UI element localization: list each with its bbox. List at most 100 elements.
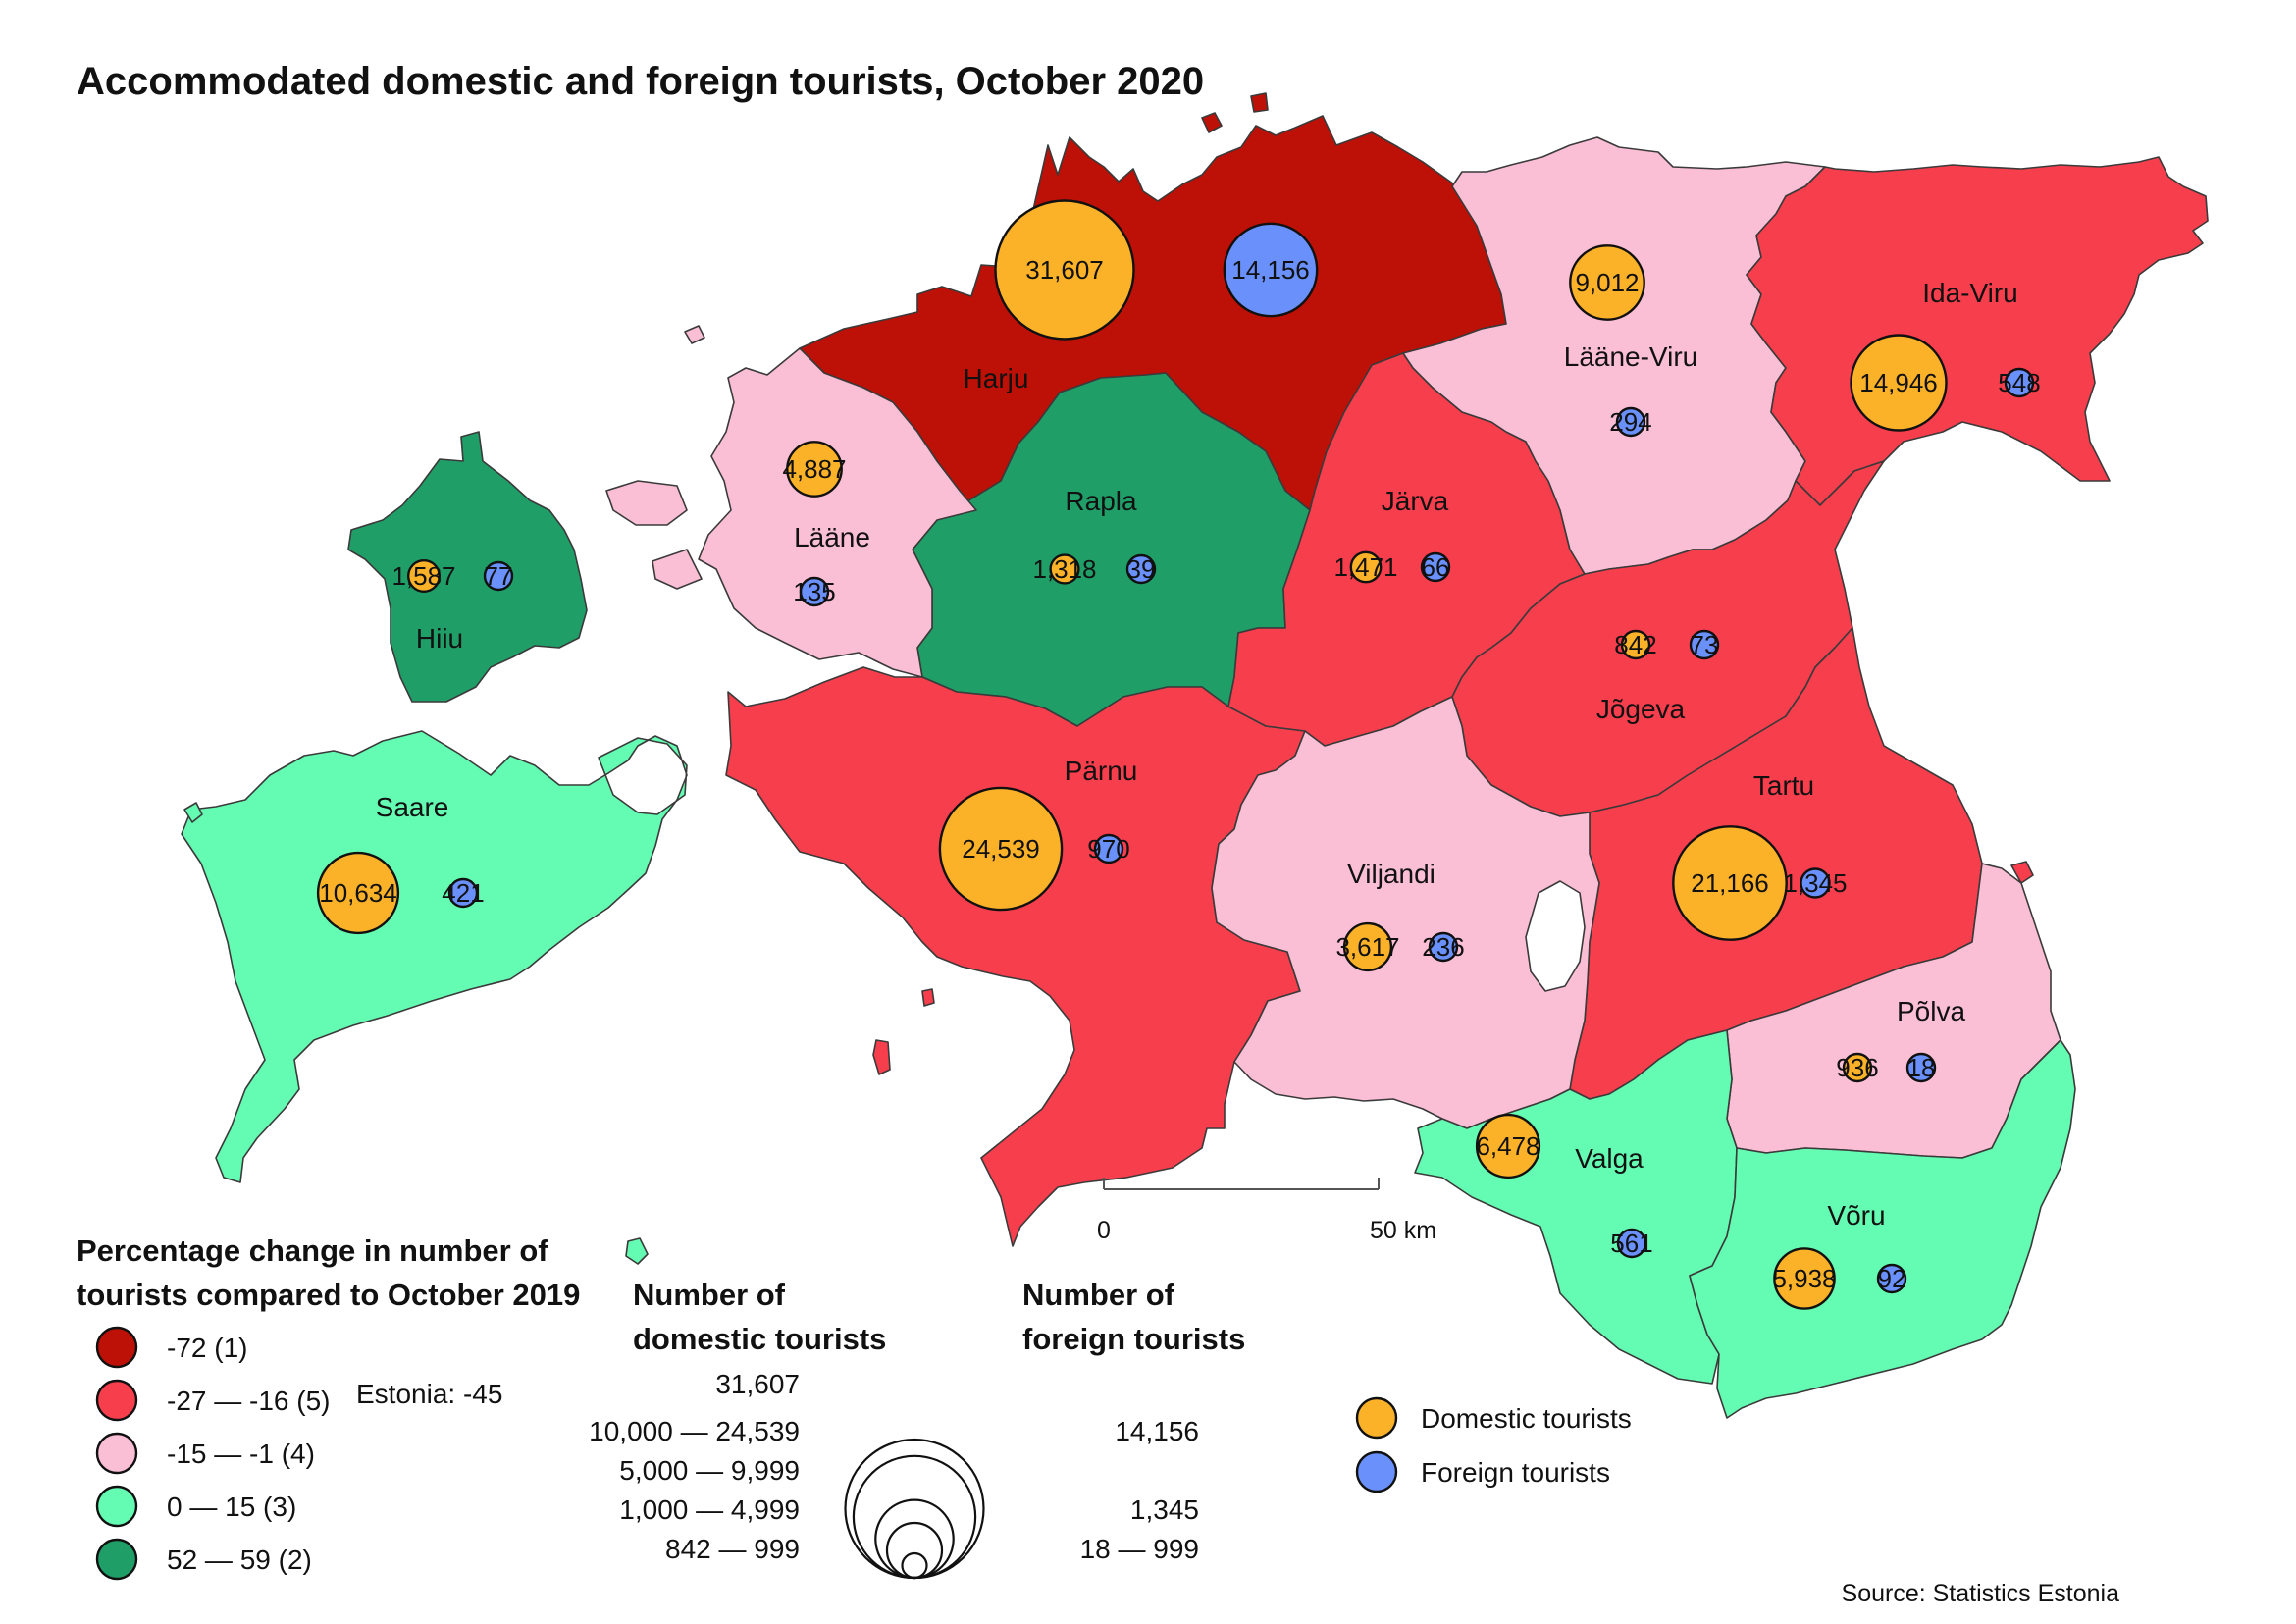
change-legend-title-2: tourists compared to October 2019 [77, 1278, 580, 1312]
domestic-size-label-4: 1,000 — 4,999 [619, 1494, 800, 1525]
change-label-1: -72 (1) [167, 1333, 247, 1363]
domestic-size-label-5: 842 — 999 [665, 1534, 800, 1564]
foreign-circle-polva [1905, 1052, 1937, 1083]
foreign-circle-laane [799, 576, 830, 607]
county-label-rapla: Rapla [1065, 486, 1137, 516]
domestic-value-saare: 10,634 [319, 878, 397, 908]
foreign-value-ida-viru: 548 [1998, 368, 2040, 397]
domestic-value-voru: 5,938 [1772, 1264, 1836, 1293]
map-title: Accommodated domestic and foreign touris… [77, 60, 1204, 103]
domestic-circle-jarva [1349, 550, 1383, 584]
domestic-value-jarva: 1,471 [1333, 552, 1397, 582]
change-label-2: -27 — -16 (5) [167, 1386, 331, 1416]
foreign-size-title-2: foreign tourists [1022, 1322, 1245, 1356]
foreign-value-valga: 561 [1610, 1229, 1652, 1258]
domestic-value-parnu: 24,539 [962, 834, 1040, 864]
domestic-value-jogeva: 842 [1614, 630, 1656, 659]
domestic-size-title-1: Number of [633, 1278, 786, 1312]
domestic-circle-polva [1842, 1052, 1873, 1083]
county-label-valga: Valga [1575, 1143, 1644, 1174]
islet-prangli [1250, 92, 1269, 113]
domestic-value-valga: 6,478 [1476, 1131, 1539, 1161]
county-label-jarva: Järva [1382, 486, 1449, 516]
change-label-3: -15 — -1 (4) [167, 1439, 315, 1469]
foreign-size-label-3: 18 — 999 [1080, 1534, 1199, 1564]
foreign-value-saare: 421 [442, 878, 484, 908]
domestic-circle-jogeva [1620, 629, 1651, 660]
domestic-circle-voru [1773, 1247, 1836, 1310]
islet-kihnu [872, 1039, 891, 1075]
proportional-symbols: 31,607 14,156 Harju 14,946 548 Ida-Viru 1,471 6… [316, 199, 2041, 1310]
size-legend-circle-1 [844, 1438, 985, 1580]
foreign-swatch [1355, 1450, 1398, 1493]
foreign-value-hiiu: 77 [485, 561, 513, 591]
change-swatch-3 [95, 1432, 138, 1475]
domestic-circle-laane-viru [1569, 244, 1645, 321]
foreign-size-title-1: Number of [1022, 1278, 1175, 1312]
size-legend-circles [844, 1438, 985, 1580]
region-hiiu[interactable] [347, 431, 588, 703]
region-voru[interactable] [1689, 1039, 2076, 1419]
foreign-size-label-1: 14,156 [1115, 1416, 1199, 1446]
foreign-circle-parnu [1093, 833, 1124, 864]
county-regions [181, 92, 2209, 1419]
domestic-circle-harju [994, 199, 1135, 341]
foreign-value-jogeva: 73 [1691, 630, 1719, 659]
symbol-legend: Domestic tourists Foreign tourists [1355, 1396, 1632, 1493]
change-legend: Percentage change in number of tourists … [77, 1233, 580, 1581]
foreign-value-viljandi: 236 [1422, 932, 1464, 962]
domestic-circle-valga [1475, 1113, 1541, 1179]
county-label-tartu: Tartu [1753, 770, 1814, 801]
foreign-value-parnu: 970 [1087, 834, 1129, 864]
islet-osmussaar [684, 325, 705, 344]
domestic-circle-tartu [1672, 825, 1788, 941]
change-label-5: 52 — 59 (2) [167, 1545, 312, 1575]
size-legend-circle-4 [885, 1521, 944, 1580]
change-swatch-4 [95, 1485, 138, 1528]
domestic-legend-label: Domestic tourists [1421, 1403, 1632, 1434]
county-label-viljandi: Viljandi [1347, 859, 1435, 889]
county-label-laane-viru: Lääne-Viru [1564, 341, 1697, 372]
foreign-circle-saare [447, 877, 479, 909]
foreign-size-label-2: 1,345 [1130, 1494, 1199, 1525]
domestic-circle-viljandi [1342, 921, 1393, 972]
county-label-harju: Harju [964, 363, 1029, 393]
islet-ruhnu [625, 1237, 649, 1265]
foreign-circle-hiiu [483, 560, 514, 592]
islet-piirissaar [2010, 861, 2034, 884]
source-note: Source: Statistics Estonia [1842, 1580, 2120, 1607]
domestic-circle-parnu [938, 786, 1064, 912]
foreign-value-voru: 92 [1878, 1264, 1906, 1293]
region-ida-viru[interactable] [1746, 156, 2209, 506]
foreign-legend-label: Foreign tourists [1421, 1457, 1610, 1488]
size-legend: Number of domestic tourists Number of fo… [589, 1278, 1245, 1580]
region-parnu[interactable] [725, 666, 1306, 1247]
foreign-circle-jogeva [1689, 629, 1720, 660]
region-viljandi[interactable] [1211, 696, 1600, 1129]
domestic-value-hiiu: 1,587 [391, 561, 455, 591]
domestic-value-ida-viru: 14,946 [1859, 368, 1938, 397]
region-laane[interactable] [605, 347, 977, 678]
domestic-circle-hiiu [407, 559, 442, 594]
domestic-circle-saare [316, 851, 400, 935]
foreign-value-harju: 14,156 [1231, 255, 1310, 285]
islet-manilaid [921, 988, 935, 1007]
foreign-value-tartu: 1,345 [1783, 868, 1847, 898]
domestic-value-laane-viru: 9,012 [1575, 268, 1639, 297]
domestic-size-label-2: 10,000 — 24,539 [589, 1416, 800, 1446]
domestic-circle-rapla [1049, 553, 1080, 585]
foreign-circle-valga [1616, 1228, 1647, 1259]
foreign-circle-ida-viru [2004, 367, 2035, 398]
county-label-ida-viru: Ida-Viru [1922, 278, 2018, 308]
size-legend-circle-5 [901, 1551, 928, 1580]
domestic-circle-ida-viru [1850, 334, 1948, 432]
domestic-size-label-1: 31,607 [715, 1369, 800, 1399]
domestic-value-rapla: 1,318 [1032, 554, 1096, 584]
region-saare[interactable] [181, 730, 688, 1183]
domestic-circle-laane [786, 441, 843, 498]
domestic-size-title-2: domestic tourists [633, 1322, 886, 1356]
change-label-4: 0 — 15 (3) [167, 1492, 296, 1522]
county-label-voru: Võru [1827, 1200, 1885, 1231]
foreign-circle-tartu [1800, 867, 1831, 899]
